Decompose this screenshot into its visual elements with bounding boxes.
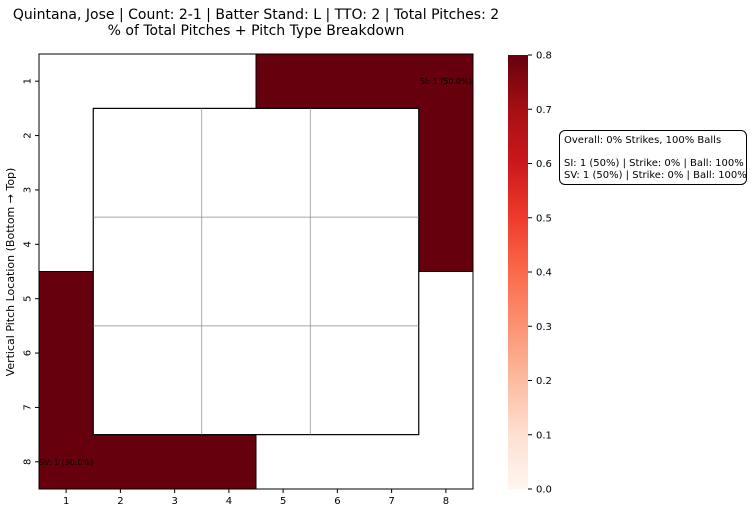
y-axis-label: Vertical Pitch Location (Bottom → Top) [4,168,17,377]
y-tick-label: 3 [23,187,34,193]
x-tick-label: 1 [63,496,69,507]
x-tick-label: 3 [171,496,177,507]
strike-zone-box [92,107,420,436]
colorbar-tick-label: 0.5 [536,213,552,224]
colorbar-tick-label: 0.6 [536,159,552,170]
colorbar-tick-label: 0.1 [536,430,552,441]
summary-box: Overall: 0% Strikes, 100% Balls SI: 1 (5… [559,130,747,185]
y-tick-label: 4 [23,241,34,247]
y-tick-label: 8 [23,459,34,465]
y-tick-label: 7 [23,404,34,410]
chart-subtitle: % of Total Pitches + Pitch Type Breakdow… [108,23,405,39]
colorbar-tick-label: 0.4 [536,268,552,279]
summary-spacer [564,148,742,158]
x-tick-label: 7 [388,496,394,507]
colorbar-tick-label: 0.8 [536,51,552,62]
x-tick-label: 2 [117,496,123,507]
colorbar-tick-label: 0.7 [536,105,552,116]
cell-annotation: SI: 1 (50.0%) [420,77,472,86]
colorbar: 0.0 0.1 0.2 0.3 0.4 0.5 0.6 0.7 0.8 [508,51,552,496]
cell-annotation: SV: 1 (50.0%) [39,458,93,467]
x-tick-label: 8 [443,496,449,507]
y-tick-label: 1 [23,78,34,84]
x-tick-label: 6 [334,496,340,507]
summary-overall: Overall: 0% Strikes, 100% Balls [564,135,722,146]
y-axis-ticks: 1 2 3 4 5 6 7 8 [23,78,39,465]
x-tick-label: 4 [226,496,232,507]
summary-line-sv: SV: 1 (50%) | Strike: 0% | Ball: 100% [564,170,747,181]
strike-zone [92,107,420,436]
plot-frame [38,53,474,490]
x-axis-ticks: 1 2 3 4 5 6 7 8 [63,489,449,507]
summary-line-si: SI: 1 (50%) | Strike: 0% | Ball: 100% [564,157,744,169]
y-tick-label: 5 [23,296,34,302]
colorbar-bar [508,55,528,489]
colorbar-ticks: 0.0 0.1 0.2 0.3 0.4 0.5 0.6 0.7 0.8 [528,51,552,496]
chart-title: Quintana, Jose | Count: 2-1 | Batter Sta… [13,7,499,23]
cell-annotations: SI: 1 (50.0%) SV: 1 (50.0%) [39,77,472,467]
colorbar-tick-label: 0.0 [536,485,552,496]
x-tick-label: 5 [280,496,286,507]
colorbar-tick-label: 0.3 [536,322,552,333]
y-tick-label: 2 [23,132,34,138]
colorbar-tick-label: 0.2 [536,376,552,387]
heatmap-plot-area: SI: 1 (50.0%) SV: 1 (50.0%) [38,53,474,490]
y-tick-label: 6 [23,350,34,356]
